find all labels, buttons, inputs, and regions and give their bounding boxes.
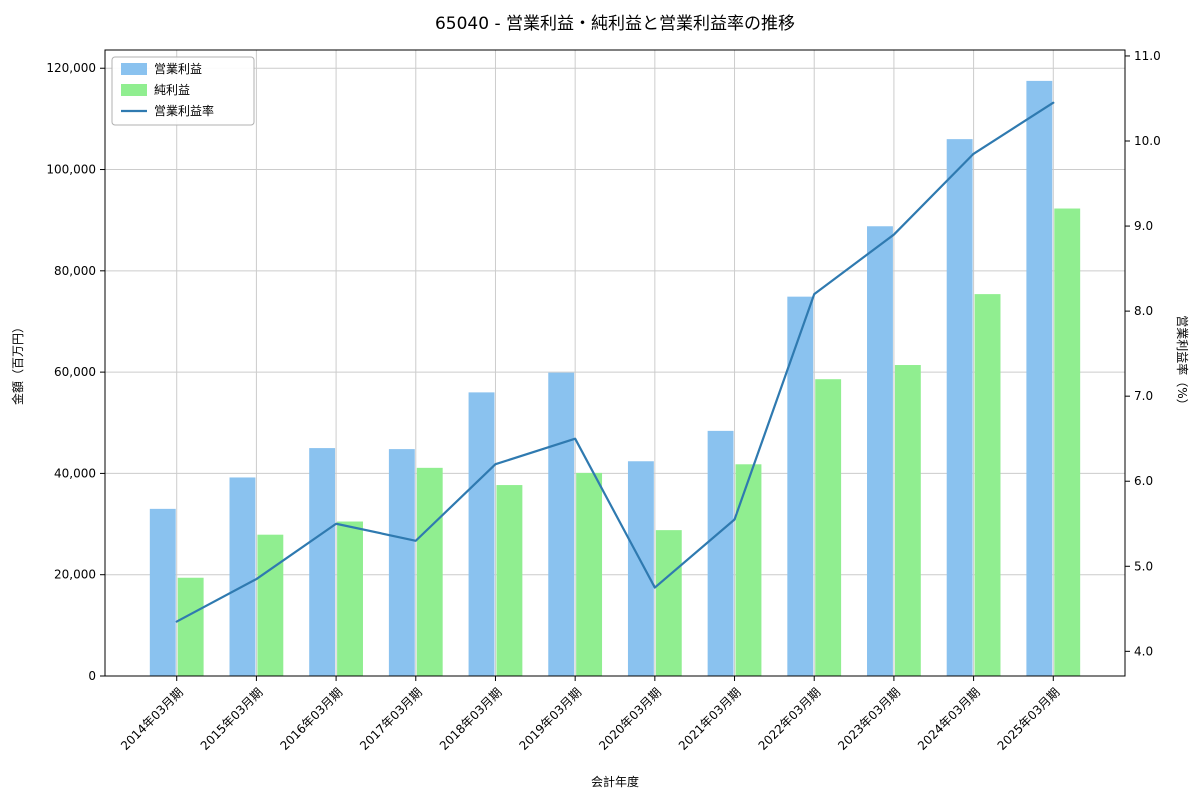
bar-operating-profit [149,508,176,676]
left-tick-label: 80,000 [54,264,96,278]
bar-operating-profit [388,449,415,676]
legend-box [111,56,255,126]
left-tick-label: 20,000 [54,568,96,582]
x-tick-label: 2023年03月期 [835,685,903,753]
bar-operating-profit [468,392,495,676]
bar-operating-profit [229,477,256,676]
bar-net-profit [496,485,523,676]
plot-border [104,49,1126,677]
bar-operating-profit [946,139,973,676]
x-tick-label: 2014年03月期 [118,685,186,753]
bar-operating-profit [627,461,654,676]
left-tick-label: 120,000 [46,61,96,75]
x-tick-label: 2025年03月期 [995,685,1063,753]
bar-net-profit [337,521,363,676]
bar-net-profit [894,365,921,676]
x-tick-label: 2016年03月期 [277,685,345,753]
x-tick-label: 2020年03月期 [596,685,664,753]
left-tick-label: 0 [88,669,96,683]
line-operating-margin [175,101,1055,623]
bar-net-profit [576,472,603,676]
right-tick-label: 11.0 [1134,49,1161,63]
bar-net-profit [177,577,204,676]
bar-net-profit [655,530,682,676]
legend-swatch-operating-profit [121,63,147,75]
bar-net-profit [735,464,762,676]
legend-swatch-net-profit [121,84,147,96]
x-tick-label: 2024年03月期 [915,685,983,753]
bar-net-profit [257,534,284,676]
legend-label-net-profit: 純利益 [154,83,190,97]
left-tick-label: 100,000 [46,163,96,177]
bar-operating-profit [548,372,575,676]
x-tick-label: 2017年03月期 [357,685,425,753]
x-tick-label: 2019年03月期 [517,685,585,753]
left-tick-label: 40,000 [54,466,96,480]
right-tick-label: 10.0 [1134,134,1161,148]
x-axis-label: 会計年度 [591,774,639,789]
right-tick-label: 6.0 [1134,474,1153,488]
x-tick-label: 2018年03月期 [437,685,505,753]
legend-label-operating-profit: 営業利益 [154,62,202,76]
legend-label-operating-margin: 営業利益率 [154,103,214,118]
bar-net-profit [974,294,1001,676]
x-tick-label: 2022年03月期 [756,685,824,753]
right-tick-label: 4.0 [1134,644,1153,658]
left-tick-label: 60,000 [54,365,96,379]
plot-area: 0 20,000 40,000 60,000 80,000 100,000 120,000 4… [46,49,1160,753]
bar-operating-profit [867,226,893,676]
right-tick-label: 8.0 [1134,304,1153,318]
right-tick-label: 9.0 [1134,219,1153,233]
right-tick-label: 5.0 [1134,559,1153,573]
bar-operating-profit [787,296,814,676]
chart-title: 65040 - 営業利益・純利益と営業利益率の推移 [435,14,795,34]
right-tick-label: 7.0 [1134,389,1153,403]
bar-operating-profit [707,430,734,676]
bar-operating-profit [1026,80,1053,676]
bar-net-profit [416,467,443,676]
bar-operating-profit [309,448,336,676]
bar-net-profit [1054,208,1081,677]
bar-net-profit [815,379,842,676]
x-tick-label: 2015年03月期 [198,685,266,753]
left-axis-label: 金額（百万円） [10,321,25,405]
x-tick-label: 2021年03月期 [676,685,744,753]
right-axis-label: 営業利益率（%） [1175,315,1190,410]
